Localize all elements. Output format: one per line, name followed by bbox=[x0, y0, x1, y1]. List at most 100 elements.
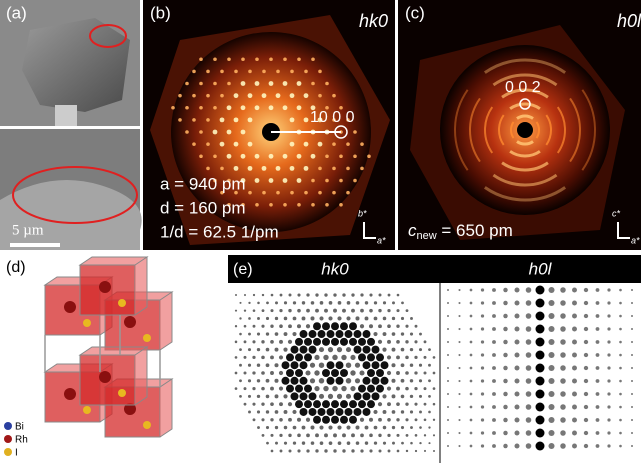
sim-spot bbox=[387, 293, 391, 297]
sim-spot bbox=[324, 308, 328, 313]
sim-spot bbox=[324, 293, 328, 297]
sim-spot bbox=[607, 379, 611, 383]
sim-spot bbox=[286, 384, 294, 393]
sim-spot bbox=[535, 415, 545, 425]
spot bbox=[185, 81, 189, 86]
sim-spot bbox=[410, 317, 413, 320]
sim-spot bbox=[322, 415, 330, 424]
spot bbox=[290, 190, 294, 195]
spot bbox=[289, 93, 295, 99]
spot bbox=[233, 165, 239, 171]
sim-spot bbox=[371, 392, 380, 401]
sim-spot bbox=[469, 418, 473, 422]
sim-spot bbox=[340, 415, 348, 424]
sim-spot bbox=[247, 394, 252, 398]
sim-spot bbox=[362, 361, 371, 370]
spot bbox=[332, 166, 336, 171]
sim-spot bbox=[583, 443, 589, 449]
sim-spot bbox=[306, 433, 310, 438]
sim-spot bbox=[355, 441, 360, 445]
sim-spot bbox=[607, 366, 611, 370]
streak bbox=[545, 114, 552, 146]
sim-spot bbox=[492, 431, 496, 435]
sim-spot bbox=[333, 449, 337, 453]
spot bbox=[303, 117, 309, 123]
sim-spot bbox=[409, 332, 414, 336]
spot bbox=[318, 93, 322, 98]
sim-spot bbox=[400, 347, 405, 352]
sim-spot bbox=[292, 331, 297, 337]
sim-spot bbox=[359, 370, 365, 376]
atom-i bbox=[83, 406, 91, 414]
sim-spot bbox=[283, 394, 288, 399]
sim-spot bbox=[295, 369, 303, 377]
sim-spot bbox=[283, 316, 288, 321]
sim-spot bbox=[619, 366, 622, 370]
sim-spot bbox=[405, 324, 409, 328]
sim-spot bbox=[418, 348, 423, 352]
sim-spot bbox=[252, 309, 256, 312]
sim-spot bbox=[243, 294, 247, 297]
sim-spot bbox=[535, 311, 545, 321]
sim-spot bbox=[362, 345, 371, 354]
sim-spot bbox=[355, 425, 360, 430]
sim-spot bbox=[480, 379, 485, 383]
sim-spot bbox=[299, 361, 308, 370]
sim-spot bbox=[371, 376, 380, 385]
atom-bi bbox=[4, 422, 12, 430]
sim-spot bbox=[480, 431, 485, 435]
structure bbox=[43, 256, 174, 438]
spot bbox=[220, 166, 224, 171]
sim-spot bbox=[306, 308, 310, 313]
sim-spot bbox=[514, 300, 520, 306]
sim-spot bbox=[458, 366, 461, 370]
sim-spot bbox=[396, 293, 400, 297]
sim-spot bbox=[503, 352, 508, 358]
sim-spot bbox=[315, 293, 319, 297]
sim-spot bbox=[423, 402, 427, 406]
sim-spot bbox=[362, 376, 371, 385]
spot bbox=[346, 166, 350, 171]
sim-spot bbox=[607, 444, 611, 448]
sim-spot bbox=[619, 327, 622, 331]
spot bbox=[241, 57, 245, 62]
sim-spot bbox=[373, 301, 378, 305]
sim-spot bbox=[607, 418, 611, 422]
sim-spot bbox=[270, 293, 274, 297]
sim-spot bbox=[382, 301, 387, 305]
sim-spot bbox=[358, 400, 366, 409]
sim-spot bbox=[234, 325, 238, 328]
atom-i bbox=[143, 421, 151, 429]
sim-spot bbox=[358, 353, 366, 362]
sim-spot bbox=[337, 441, 342, 445]
sim-spot bbox=[572, 326, 577, 332]
sim-spot bbox=[333, 433, 337, 438]
streak bbox=[556, 106, 566, 154]
spot bbox=[268, 153, 274, 159]
spot bbox=[268, 178, 274, 183]
spot bbox=[289, 165, 295, 171]
sim-spot bbox=[419, 426, 422, 429]
spot bbox=[332, 93, 336, 98]
spot bbox=[192, 93, 196, 98]
sim-spot bbox=[328, 301, 333, 305]
spot bbox=[206, 69, 210, 74]
sim-spot bbox=[525, 352, 532, 358]
sim-spot bbox=[630, 327, 634, 331]
sim-spot bbox=[414, 386, 418, 391]
sim-spot bbox=[265, 410, 270, 414]
sim-spot bbox=[428, 410, 431, 414]
sim-spot bbox=[480, 327, 485, 331]
spot bbox=[269, 57, 273, 62]
sim-spot bbox=[288, 308, 292, 313]
atom-i bbox=[4, 448, 12, 456]
streak bbox=[454, 89, 469, 171]
sim-spot bbox=[458, 314, 461, 318]
sim-spot bbox=[301, 441, 306, 445]
sim-spot bbox=[619, 392, 622, 396]
sim-spot bbox=[290, 392, 299, 401]
spot bbox=[318, 69, 322, 74]
sim-spot bbox=[353, 330, 362, 339]
sim-spot bbox=[414, 324, 418, 328]
panel-label: (c) bbox=[405, 3, 425, 22]
